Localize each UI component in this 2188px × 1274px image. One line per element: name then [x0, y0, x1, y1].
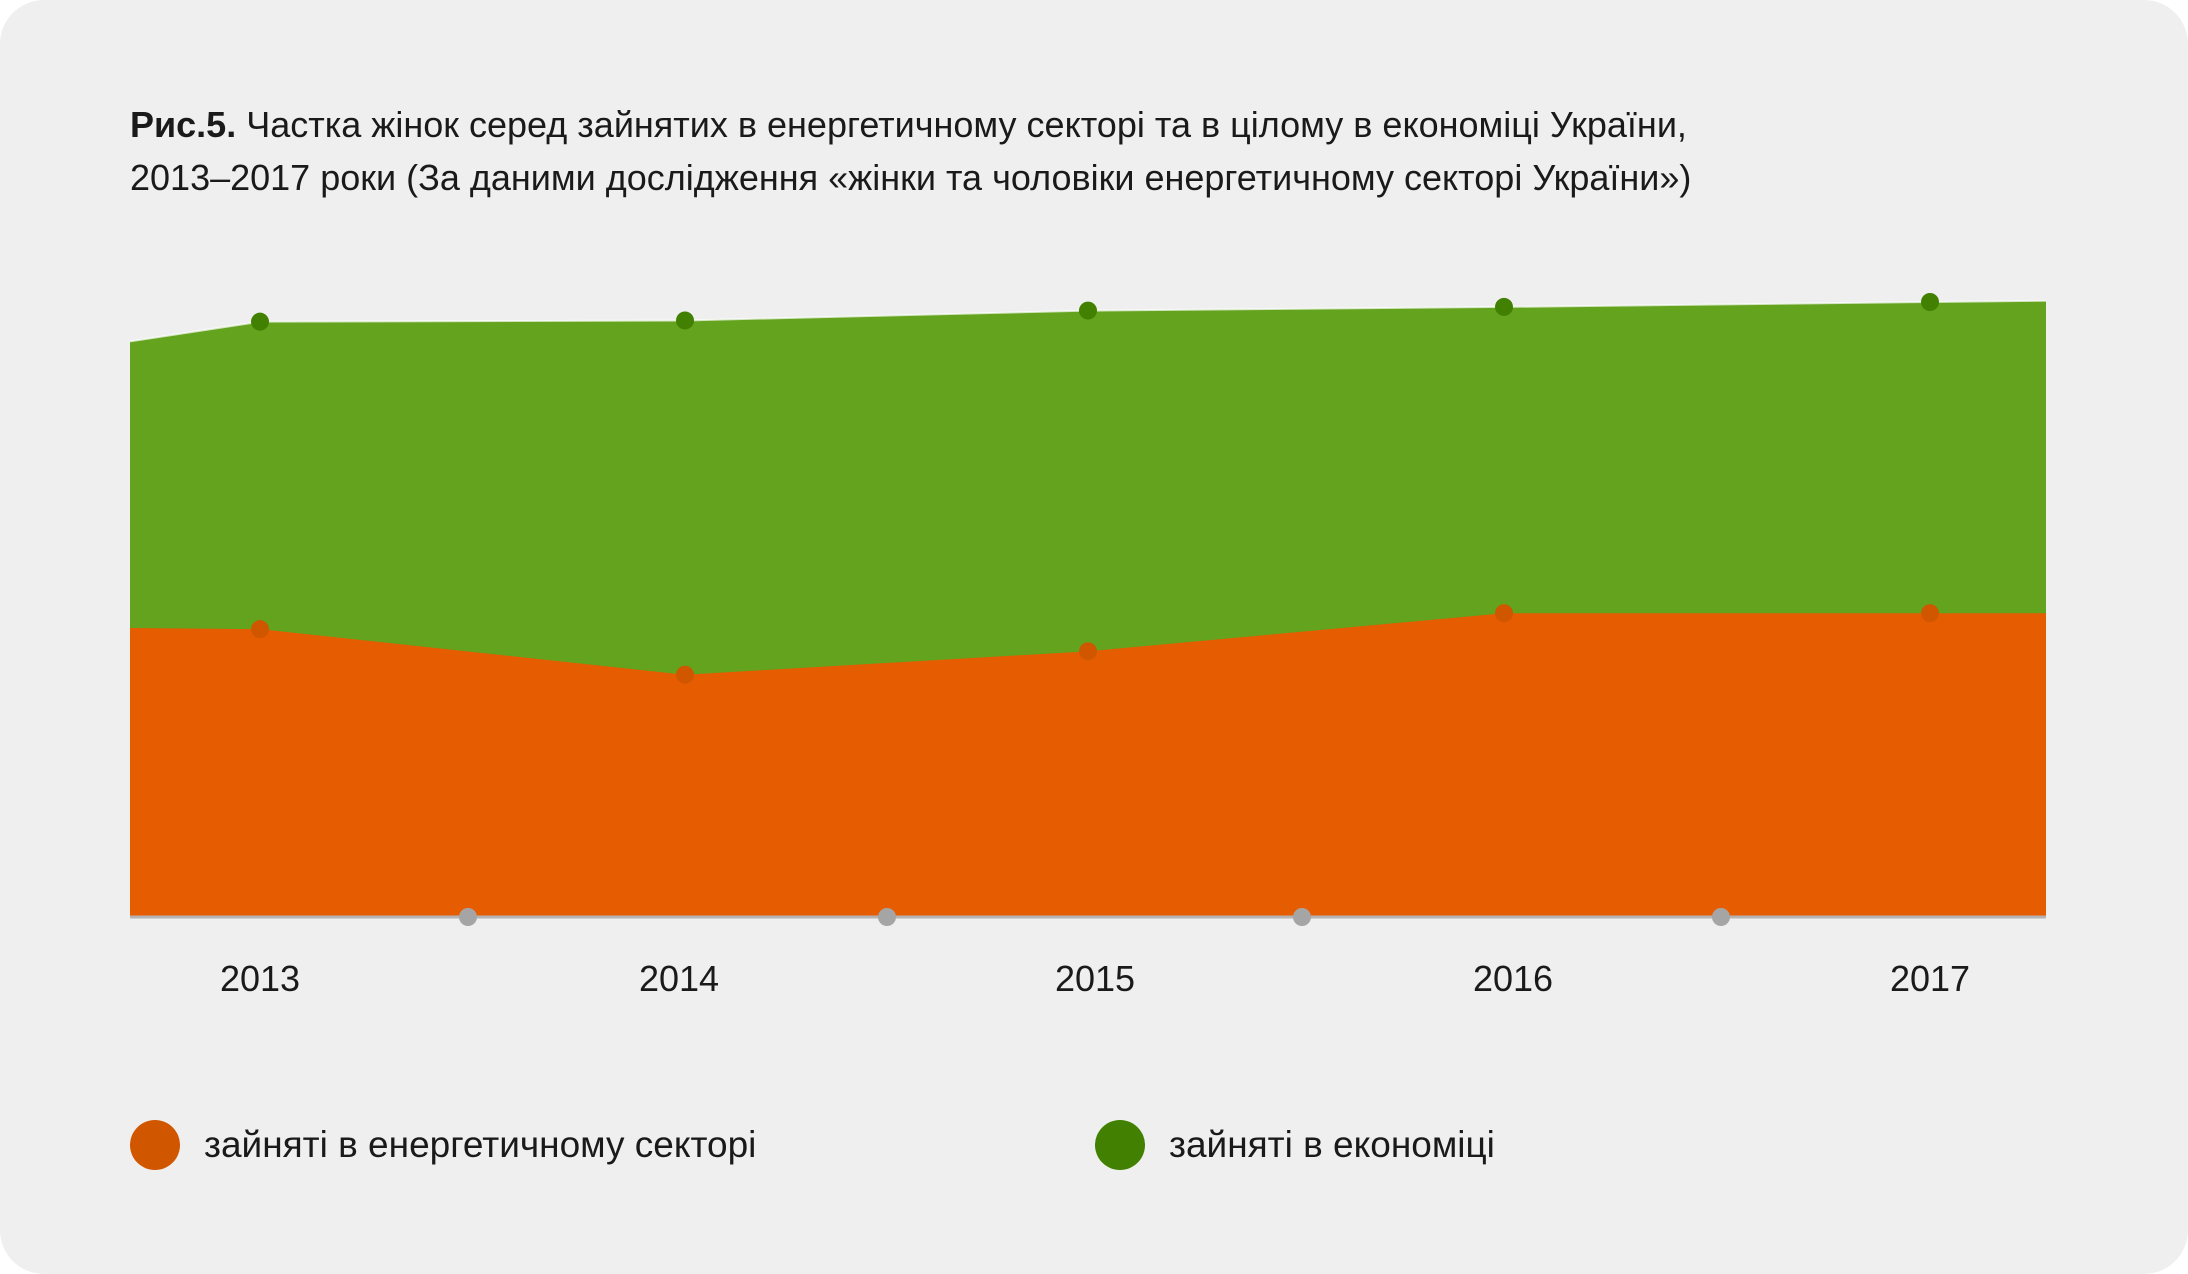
energy-sector-markers	[251, 604, 1939, 684]
data-point-marker	[251, 312, 269, 331]
data-point-marker	[1921, 604, 1939, 623]
legend-label-energy: зайняті в енергетичному секторі	[204, 1124, 757, 1165]
x-tick-label: 2015	[1054, 958, 1136, 999]
economy-markers	[251, 293, 1939, 331]
data-point-marker	[676, 665, 694, 684]
data-point-marker	[676, 311, 694, 330]
data-point-marker	[1079, 301, 1097, 320]
data-point-marker	[251, 620, 269, 639]
x-tick-label: 2016	[1472, 958, 1554, 999]
legend-label-economy: зайняті в економіці	[1169, 1124, 1495, 1165]
data-point-marker	[1921, 293, 1939, 311]
data-point-marker	[878, 908, 896, 926]
data-point-marker	[1495, 604, 1513, 623]
data-point-marker	[1712, 908, 1730, 926]
legend-item-economy: зайняті в економіці	[1095, 1120, 1495, 1170]
data-point-marker	[1079, 642, 1097, 661]
x-tick-label: 2013	[219, 958, 301, 999]
data-point-marker	[459, 908, 477, 926]
energy-sector-area	[130, 613, 2046, 917]
figure-label: Рис.5.	[130, 104, 237, 145]
title-line-1: Частка жінок серед зайнятих в енергетичн…	[236, 104, 1687, 145]
data-point-marker	[1495, 297, 1513, 316]
x-tick-label: 2014	[638, 958, 720, 999]
chart-title: Рис.5. Частка жінок серед зайнятих в ене…	[130, 98, 2110, 204]
legend-swatch-economy-icon	[1095, 1120, 1145, 1170]
x-axis-markers	[459, 908, 1730, 926]
data-point-marker	[1293, 908, 1311, 926]
legend-swatch-energy-icon	[130, 1120, 180, 1170]
x-tick-label: 2017	[1889, 958, 1971, 999]
title-line-2: 2013–2017 роки (За даними дослідження «ж…	[130, 157, 1692, 198]
legend-item-energy: зайняті в енергетичному секторі	[130, 1120, 756, 1170]
